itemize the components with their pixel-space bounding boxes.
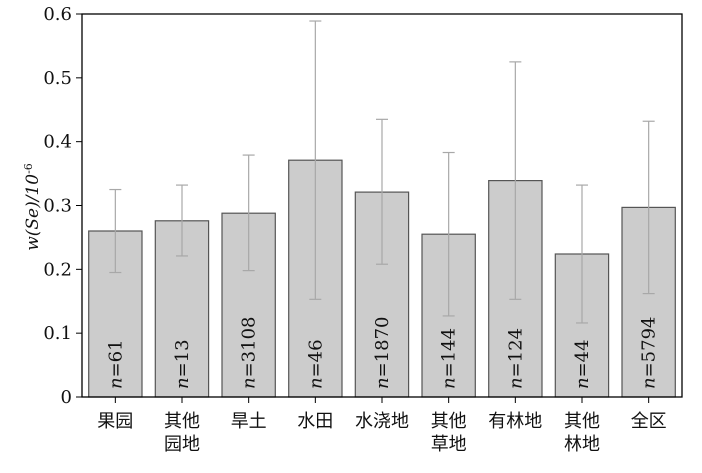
y-tick-label: 0.2 [43, 259, 72, 280]
x-tick-label: 水浇地 [355, 411, 409, 432]
x-tick-label: 其他 [431, 411, 467, 432]
sample-size-label: n=61 [105, 339, 126, 389]
x-tick-label: 其他 [564, 411, 600, 432]
x-tick-label: 园地 [164, 434, 200, 455]
y-tick-label: 0.1 [43, 323, 72, 344]
sample-size-labels-layer: n=61 n=13 n=3108 n=46 n=1870 n=144 n=124 n=44 n=… [105, 317, 659, 389]
y-tick-label: 0.6 [43, 4, 72, 25]
errorbars-layer [109, 20, 655, 324]
sample-size-label: n=3108 [239, 317, 260, 389]
sample-size-label: n=5794 [639, 317, 660, 389]
y-axis-label-main: w(Se)/10 [23, 174, 43, 251]
sample-size-label: n=13 [172, 339, 193, 389]
y-axis-label: w(Se)/10-6 [22, 163, 43, 251]
sample-size-label: n=44 [572, 339, 593, 389]
y-tick-label: 0 [61, 387, 72, 408]
sample-size-label: n=124 [505, 328, 526, 389]
x-tick-label: 果园 [97, 411, 133, 432]
sample-size-label: n=1870 [372, 317, 393, 389]
y-ticks-layer: 0 0.1 0.2 0.3 0.4 0.5 0.6 [43, 4, 82, 408]
sample-size-label: n=144 [439, 328, 460, 389]
x-tick-label: 水田 [297, 411, 333, 432]
y-tick-label: 0.5 [43, 68, 72, 89]
y-tick-label: 0.3 [43, 196, 72, 217]
x-tick-label: 其他 [164, 411, 200, 432]
x-tick-label: 全区 [631, 411, 667, 432]
y-axis-label-sup: -6 [22, 163, 35, 174]
x-tick-label: 旱土 [231, 411, 267, 432]
sample-size-label: n=46 [305, 339, 326, 389]
x-tick-label: 有林地 [488, 411, 542, 432]
y-tick-label: 0.4 [43, 132, 72, 153]
x-tick-label: 林地 [564, 434, 600, 455]
x-tick-label: 草地 [431, 434, 467, 455]
